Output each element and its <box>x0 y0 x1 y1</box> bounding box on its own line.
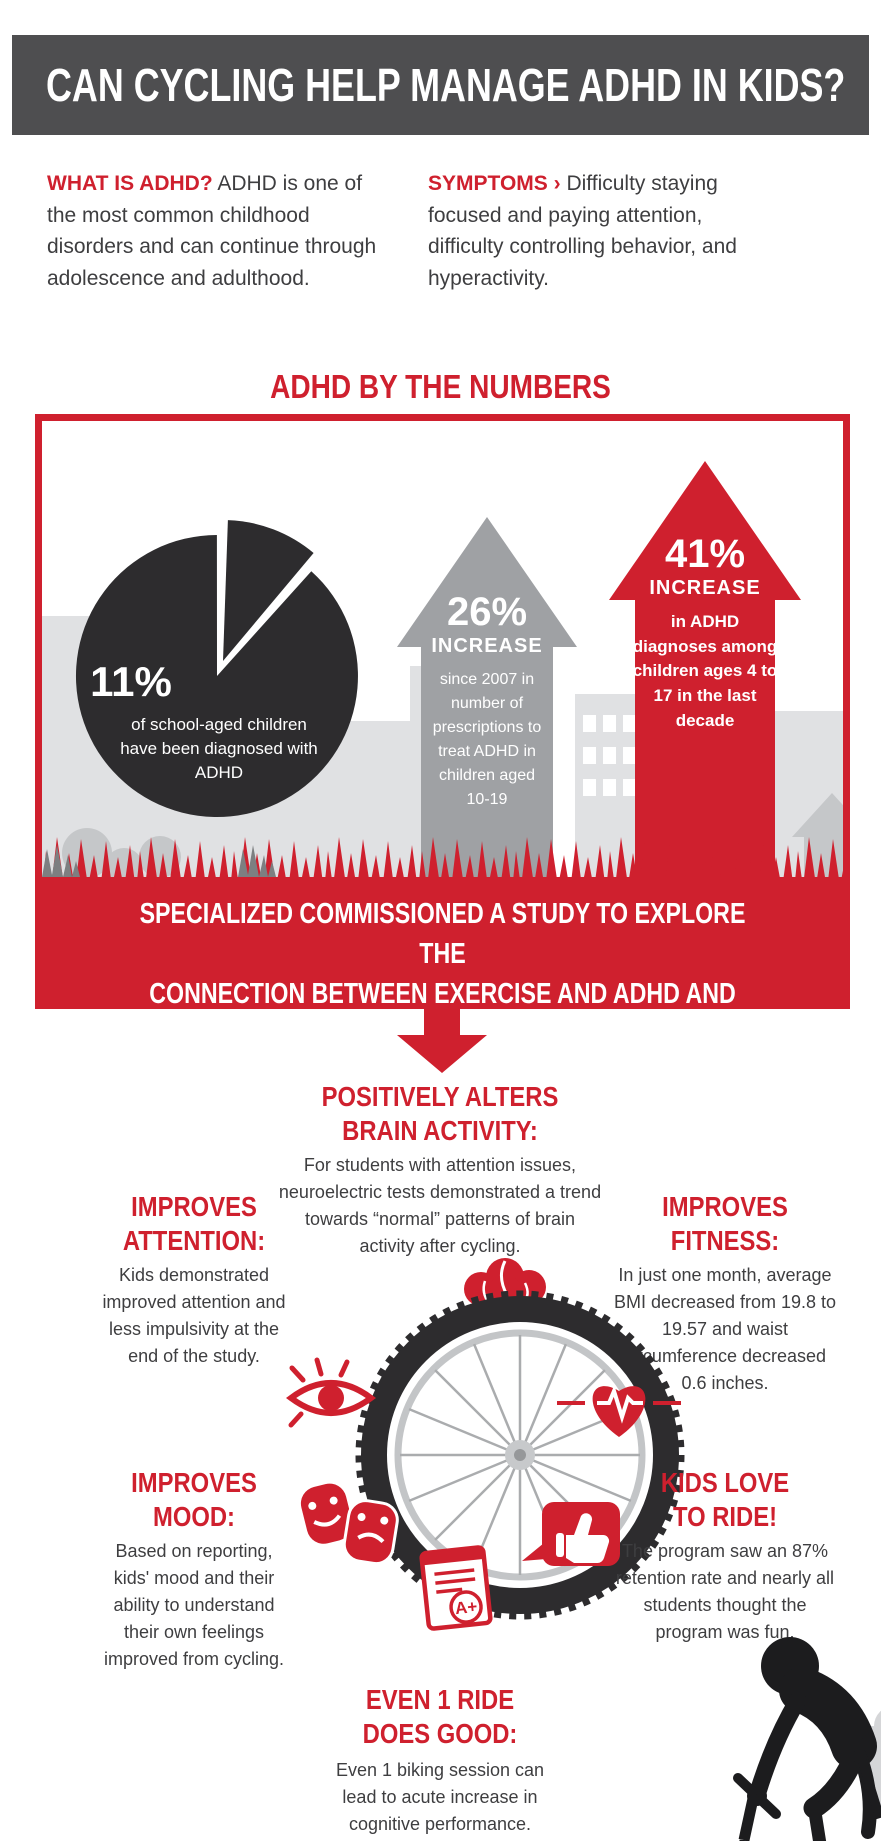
banner-line-1: SPECIALIZED COMMISSIONED A STUDY TO EXPL… <box>139 898 746 971</box>
pie-value: 11% <box>90 658 172 705</box>
stat-value: 41% <box>664 532 746 576</box>
pie-caption: of school-aged children have been diagno… <box>120 715 318 782</box>
finding-ride-text: The program saw an 87% retention rate an… <box>615 1541 835 1642</box>
report-card-icon: A+ <box>419 1545 493 1631</box>
page-title: CAN CYCLING HELP MANAGE ADHD IN KIDS? <box>46 59 846 111</box>
finding-attention-title: IMPROVES ATTENTION: <box>122 1191 266 1256</box>
heart-pulse-icon <box>557 1385 681 1437</box>
theater-masks-icon <box>300 1483 399 1566</box>
symptoms-text: Difficulty staying focused and paying at… <box>428 172 737 290</box>
banner-line-2: CONNECTION BETWEEN EXERCISE AND ADHD AND… <box>149 978 736 1051</box>
up-arrow-icon-red <box>609 461 801 891</box>
stat-label: INCREASE <box>649 577 761 599</box>
grade-text: A+ <box>454 1597 478 1618</box>
building-windows <box>583 715 636 796</box>
adhd-numbers-graphic <box>42 461 843 897</box>
finding-brain-title: POSITIVELY ALTERS BRAIN ACTIVITY: <box>321 1081 559 1146</box>
child-on-bike-silhouette <box>733 1637 881 1841</box>
up-arrow-icon-small <box>792 793 843 883</box>
stat-26-increase: 26% INCREASE since 2007 in number of pre… <box>407 591 567 812</box>
child-on-bike-illustration <box>733 1637 881 1841</box>
numbers-section-title: ADHD BY THE NUMBERS <box>270 368 611 405</box>
symptoms-paragraph: SYMPTOMS › Difficulty staying focused an… <box>428 168 773 294</box>
stat-caption: since 2007 in number of prescriptions to… <box>432 671 542 808</box>
thumbs-up-icon <box>522 1502 620 1566</box>
finding-fitness-title: IMPROVES FITNESS: <box>662 1191 788 1256</box>
finding-one-ride-text: Even 1 biking session can lead to acute … <box>335 1760 545 1834</box>
study-banner: SPECIALIZED COMMISSIONED A STUDY TO EXPL… <box>42 877 843 1050</box>
title-bar: CAN CYCLING HELP MANAGE ADHD IN KIDS? <box>12 35 869 135</box>
stat-value: 26% <box>446 590 528 634</box>
what-is-adhd-label: WHAT IS ADHD? <box>47 172 213 195</box>
stat-41-increase: 41% INCREASE in ADHD diagnoses among chi… <box>625 533 785 733</box>
up-arrow-icon-gray <box>397 517 577 891</box>
eye-icon <box>285 1357 377 1428</box>
finding-one-ride-title: EVEN 1 RIDE DOES GOOD: <box>362 1684 518 1749</box>
finding-mood-text: Based on reporting, kids' mood and their… <box>103 1541 285 1669</box>
finding-ride-title: KIDS LOVE TO RIDE! <box>660 1467 790 1532</box>
stat-caption: in ADHD diagnoses among children ages 4 … <box>632 612 778 730</box>
what-is-adhd-text: ADHD is one of the most common childhood… <box>47 172 377 290</box>
finding-fitness-text: In just one month, average BMI decreased… <box>613 1265 837 1393</box>
finding-brain-text: For students with attention issues, neur… <box>278 1155 602 1256</box>
stat-label: INCREASE <box>431 635 543 657</box>
pie-chart <box>75 520 358 817</box>
finding-attention-text: Kids demonstrated improved attention and… <box>102 1265 286 1366</box>
wheel-spokes <box>400 1335 640 1575</box>
finding-mood-title: IMPROVES MOOD: <box>131 1467 257 1532</box>
numbers-box: 11% of school-aged children have been di… <box>35 414 850 1050</box>
what-is-adhd-paragraph: WHAT IS ADHD? ADHD is one of the most co… <box>47 168 377 294</box>
wheel-illustration: A+ <box>285 1258 685 1631</box>
symptoms-label: SYMPTOMS › <box>428 172 561 195</box>
bicycle-wheel-icon <box>355 1290 685 1620</box>
down-arrow-icon <box>397 1009 487 1073</box>
